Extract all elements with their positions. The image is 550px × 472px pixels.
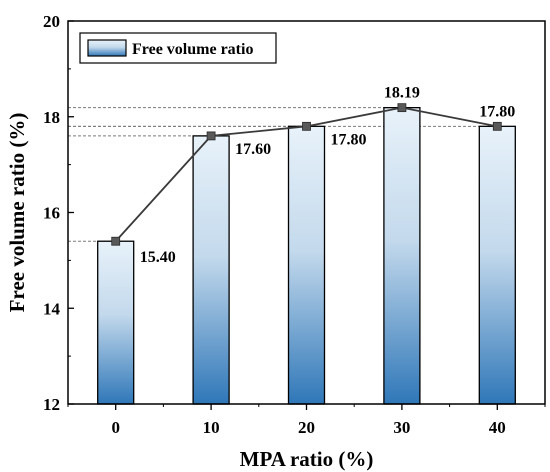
bar xyxy=(192,135,230,405)
data-point-marker xyxy=(302,121,311,131)
x-tick-label: 40 xyxy=(489,418,506,437)
bar xyxy=(97,240,135,405)
data-label: 15.40 xyxy=(140,249,176,266)
data-label: 17.60 xyxy=(235,141,271,158)
bar xyxy=(287,125,326,405)
x-axis-title: MPA ratio (%) xyxy=(240,447,374,471)
data-point-marker xyxy=(492,121,502,131)
data-labels: 15.40 17.60 17.80 18.19 17.80 xyxy=(140,85,516,267)
data-label: 17.80 xyxy=(331,131,367,148)
bar xyxy=(383,107,421,405)
reference-lines xyxy=(68,107,498,242)
y-axis-ticks: 12 14 16 18 20 xyxy=(43,12,74,414)
x-tick-label: 0 xyxy=(111,418,120,437)
data-point-marker xyxy=(397,103,407,113)
x-axis-ticks: 0 10 20 30 40 xyxy=(67,404,546,437)
bars xyxy=(97,107,516,405)
y-axis-title: Free volume ratio (%) xyxy=(5,113,29,313)
y-tick-label: 16 xyxy=(43,204,60,223)
legend-entry: Free volume ratio xyxy=(132,41,253,58)
legend-swatch xyxy=(87,39,127,57)
y-tick-label: 20 xyxy=(43,12,60,31)
bar xyxy=(478,125,516,405)
data-label: 17.80 xyxy=(479,103,515,120)
y-tick-label: 12 xyxy=(43,395,60,414)
y-tick-label: 14 xyxy=(43,299,61,318)
y-tick-label: 18 xyxy=(43,108,60,127)
data-point-marker xyxy=(111,236,121,246)
data-point-marker xyxy=(206,131,216,141)
x-tick-label: 10 xyxy=(203,418,220,437)
x-tick-label: 20 xyxy=(298,418,315,437)
x-tick-label: 30 xyxy=(393,418,410,437)
data-label: 18.19 xyxy=(384,85,420,102)
legend: Free volume ratio xyxy=(79,32,277,64)
markers xyxy=(111,103,502,246)
